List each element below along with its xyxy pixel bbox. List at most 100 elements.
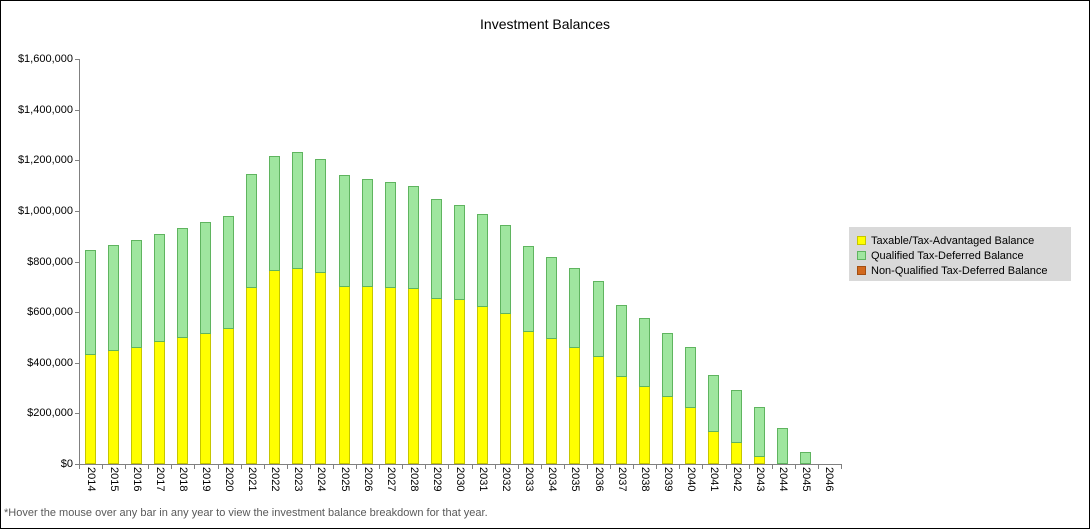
legend-swatch-taxable [857,236,866,245]
x-axis-label-2017: 2017 [153,467,166,492]
bar-2046[interactable] [823,59,835,464]
bar-2042[interactable] [731,59,743,464]
bar-2019[interactable] [200,59,212,464]
y-axis-label: $1,000,000 [17,204,73,217]
bar-2040[interactable] [684,59,697,464]
bar-segment-2044-series1 [777,428,789,464]
legend-item-nonqualified: Non-Qualified Tax-Deferred Balance [857,263,1071,278]
x-axis-tick [286,465,288,469]
bar-segment-2027-series1 [384,182,396,288]
x-axis-label-2014: 2014 [84,467,97,492]
bar-segment-2027-series0 [384,286,396,464]
x-axis-label-2034: 2034 [546,467,559,492]
legend-swatch-nonqualified [857,266,866,275]
bar-2031[interactable] [477,59,489,464]
x-axis-tick [379,465,381,469]
y-axis-tick [75,464,79,465]
x-axis-line [79,464,842,465]
x-axis-tick [125,465,127,469]
bar-2034[interactable] [546,59,558,464]
bar-2039[interactable] [661,59,674,464]
bar-2020[interactable] [223,59,235,464]
x-axis-label-2038: 2038 [638,467,651,492]
bar-segment-2045-series1 [800,452,812,464]
bar-2030[interactable] [454,59,466,464]
bar-2037[interactable] [615,59,628,464]
y-axis-tick [75,413,79,415]
bar-2021[interactable] [246,59,258,464]
x-axis-label-2045: 2045 [800,467,813,492]
bar-segment-2021-series0 [246,286,258,464]
x-axis-label-2044: 2044 [777,467,790,492]
x-axis-label-2033: 2033 [523,467,536,492]
bar-segment-2031-series1 [477,214,489,307]
bar-2029[interactable] [430,59,443,464]
x-axis-tick [633,465,635,469]
bar-2032[interactable] [500,59,512,464]
x-axis-tick [333,465,334,469]
bar-segment-2033-series1 [523,246,535,332]
bar-2038[interactable] [638,59,651,464]
bar-segment-2022-series1 [269,156,281,271]
bar-segment-2042-series0 [731,441,743,464]
x-axis-label-2036: 2036 [592,467,605,492]
x-axis-label-2040: 2040 [684,467,697,492]
x-axis-tick [679,465,681,469]
x-axis-tick [309,465,311,469]
bar-segment-2039-series1 [661,333,673,397]
bar-2035[interactable] [569,59,581,464]
bar-2033[interactable] [523,59,535,464]
bar-2027[interactable] [384,59,397,464]
bar-2023[interactable] [292,59,304,464]
x-axis-tick [240,465,242,469]
bar-segment-2034-series1 [546,257,558,339]
x-axis-label-2025: 2025 [338,467,351,492]
chart-title: Investment Balances [480,16,610,32]
x-axis-tick [563,465,565,469]
x-axis-label-2042: 2042 [731,467,744,492]
bar-segment-2029-series1 [430,199,442,299]
bar-2026[interactable] [361,59,374,464]
bar-segment-2041-series1 [708,375,719,432]
bar-2022[interactable] [269,59,281,464]
bar-segment-2018-series0 [176,336,188,464]
bar-segment-2025-series1 [338,175,350,287]
bar-2024[interactable] [315,59,327,464]
x-axis-tick [748,465,750,469]
x-axis-tick [702,465,704,469]
bar-segment-2030-series1 [454,205,465,300]
bar-2028[interactable] [407,59,420,464]
bar-segment-2023-series1 [292,152,304,269]
y-axis-label: $400,000 [27,356,73,369]
x-axis-tick [425,465,427,469]
bar-segment-2033-series0 [523,330,535,464]
x-axis-label-2037: 2037 [615,467,628,492]
x-axis-label-2023: 2023 [292,467,305,492]
bar-2036[interactable] [592,59,605,464]
bar-segment-2028-series1 [407,186,419,289]
bar-2045[interactable] [800,59,812,464]
x-axis-tick [448,465,450,469]
bar-segment-2025-series0 [338,285,350,464]
bar-2017[interactable] [153,59,166,464]
x-axis-label-2031: 2031 [477,467,490,492]
bar-2014[interactable] [84,59,97,464]
x-axis-label-2028: 2028 [407,467,420,492]
x-axis-tick [148,465,150,469]
bar-2041[interactable] [708,59,720,464]
bar-segment-2030-series0 [454,298,465,464]
bar-2015[interactable] [107,59,120,464]
y-axis-label: $1,200,000 [17,154,73,167]
bar-segment-2035-series0 [569,346,581,464]
x-axis-label-2022: 2022 [269,467,282,492]
bar-segment-2019-series1 [200,222,211,334]
bar-2043[interactable] [754,59,766,464]
bar-2018[interactable] [176,59,189,464]
x-axis-tick [494,465,496,469]
x-axis-tick [817,465,819,469]
bar-2044[interactable] [777,59,789,464]
x-axis-label-2027: 2027 [384,467,397,492]
y-axis-tick [75,312,79,314]
bar-2016[interactable] [130,59,143,464]
bar-2025[interactable] [338,59,351,464]
